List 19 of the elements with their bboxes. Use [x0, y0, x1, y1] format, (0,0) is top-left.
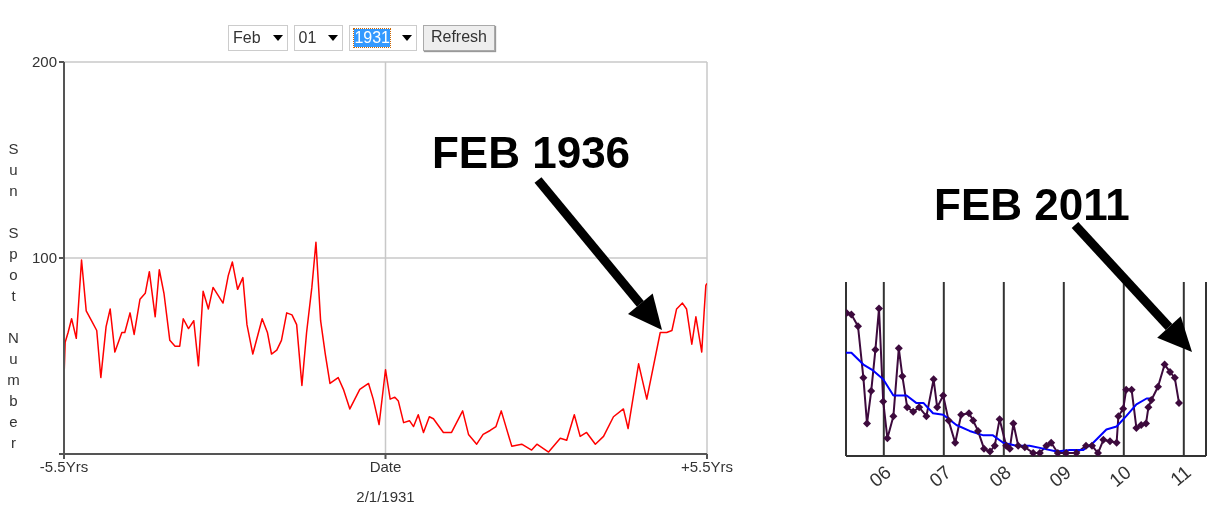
x-tick-label: Date [369, 457, 402, 475]
x-tick-label: 10 [1105, 461, 1136, 491]
x-tick-label: 11 [1166, 461, 1196, 491]
x-tick-label: 07 [925, 461, 956, 491]
dropdown: Feb [228, 25, 288, 51]
y-tick-label: 100 [31, 249, 57, 267]
y-axis-title: Sun Spot Number [5, 140, 22, 455]
x-tick-label: 06 [865, 461, 896, 491]
x-tick-label: +5.5Yrs [680, 457, 734, 475]
x-tick-label: 09 [1045, 461, 1076, 491]
refresh-button: Refresh [422, 25, 495, 51]
dropdown: 01 [293, 25, 344, 51]
x-axis-title: 2/1/1931 [356, 488, 415, 505]
annotation: FEB 1936 [431, 128, 631, 178]
y-tick-label: 200 [31, 53, 57, 71]
x-tick-label: 08 [985, 461, 1016, 491]
x-tick-label: -5.5Yrs [39, 457, 89, 475]
text: FEB 2011 [934, 180, 1130, 230]
dropdown: 1931 [349, 25, 417, 51]
